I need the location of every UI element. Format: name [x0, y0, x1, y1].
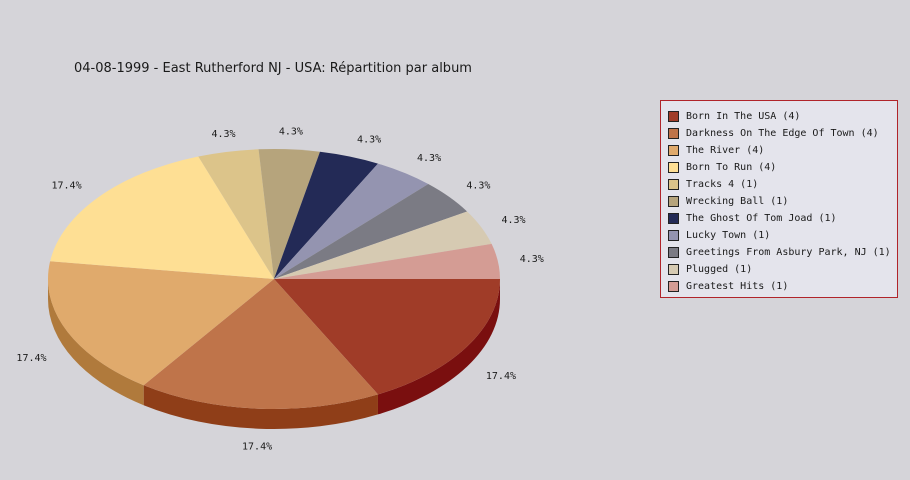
pie-slice-7	[274, 151, 378, 279]
legend-label: Greatest Hits (1)	[686, 281, 789, 292]
pie-slice-8	[274, 163, 429, 279]
legend-item: Born In The USA (4)	[668, 108, 897, 125]
legend-swatch	[668, 264, 679, 275]
slice-percent-label: 17.4%	[242, 442, 272, 453]
legend: Born In The USA (4) Darkness On The Edge …	[660, 100, 898, 298]
slice-percent-label: 4.3%	[279, 126, 303, 137]
pie-slice-9	[274, 183, 468, 279]
legend-label: Born To Run (4)	[686, 162, 777, 173]
legend-swatch	[668, 162, 679, 173]
legend-swatch	[668, 179, 679, 190]
slice-percent-label: 4.3%	[520, 254, 544, 265]
pie-slice-10	[274, 211, 492, 279]
legend-item: Greatest Hits (1)	[668, 278, 897, 295]
legend-label: Greetings From Asbury Park, NJ (1)	[686, 247, 891, 258]
legend-item: Plugged (1)	[668, 261, 897, 278]
legend-item: Darkness On The Edge Of Town (4)	[668, 125, 897, 142]
pie-slice-2	[143, 279, 378, 410]
pie-slice-4	[50, 156, 274, 279]
legend-item: The Ghost Of Tom Joad (1)	[668, 210, 897, 227]
slice-percent-label: 4.3%	[501, 215, 525, 226]
pie-slice-3	[47, 261, 274, 386]
legend-label: The River (4)	[686, 145, 765, 156]
pie-chart: 17.4% 17.4% 17.4% 17.4% 4.3% 4.3% 4.3% 4.3% 4.3%…	[16, 126, 544, 453]
pie-slice-5	[198, 149, 274, 279]
legend-swatch	[668, 213, 679, 224]
slice-percent-label: 4.3%	[466, 181, 490, 192]
legend-swatch	[668, 196, 679, 207]
slice-percent-label: 17.4%	[16, 353, 46, 364]
legend-item: Born To Run (4)	[668, 159, 897, 176]
slice-percent-label: 17.4%	[486, 371, 516, 382]
pie-side-3	[47, 279, 144, 406]
legend-item: Lucky Town (1)	[668, 227, 897, 244]
legend-label: The Ghost Of Tom Joad (1)	[686, 213, 837, 224]
legend-label: Born In The USA (4)	[686, 111, 801, 122]
legend-swatch	[668, 145, 679, 156]
slice-percent-label: 4.3%	[211, 129, 235, 140]
slice-percent-label: 4.3%	[417, 153, 441, 164]
legend-item: Greetings From Asbury Park, NJ (1)	[668, 244, 897, 261]
slice-percent-label: 4.3%	[357, 135, 381, 146]
legend-item: The River (4)	[668, 142, 897, 159]
legend-label: Plugged (1)	[686, 264, 753, 275]
legend-label: Tracks 4 (1)	[686, 179, 759, 190]
pie-slice-1	[274, 279, 500, 395]
legend-swatch	[668, 247, 679, 258]
pie-slice-11	[274, 243, 500, 279]
legend-item: Wrecking Ball (1)	[668, 193, 897, 210]
pie-side-2	[143, 385, 378, 430]
legend-swatch	[668, 128, 679, 139]
legend-swatch	[668, 230, 679, 241]
legend-swatch	[668, 281, 679, 292]
legend-item: Tracks 4 (1)	[668, 176, 897, 193]
chart-title: 04-08-1999 - East Rutherford NJ - USA: R…	[74, 61, 472, 76]
slice-percent-label: 17.4%	[52, 181, 82, 192]
pie-side-1	[377, 279, 500, 415]
legend-label: Lucky Town (1)	[686, 230, 771, 241]
legend-label: Darkness On The Edge Of Town (4)	[686, 128, 879, 139]
legend-swatch	[668, 111, 679, 122]
pie-slice-6	[258, 149, 320, 279]
legend-label: Wrecking Ball (1)	[686, 196, 789, 207]
